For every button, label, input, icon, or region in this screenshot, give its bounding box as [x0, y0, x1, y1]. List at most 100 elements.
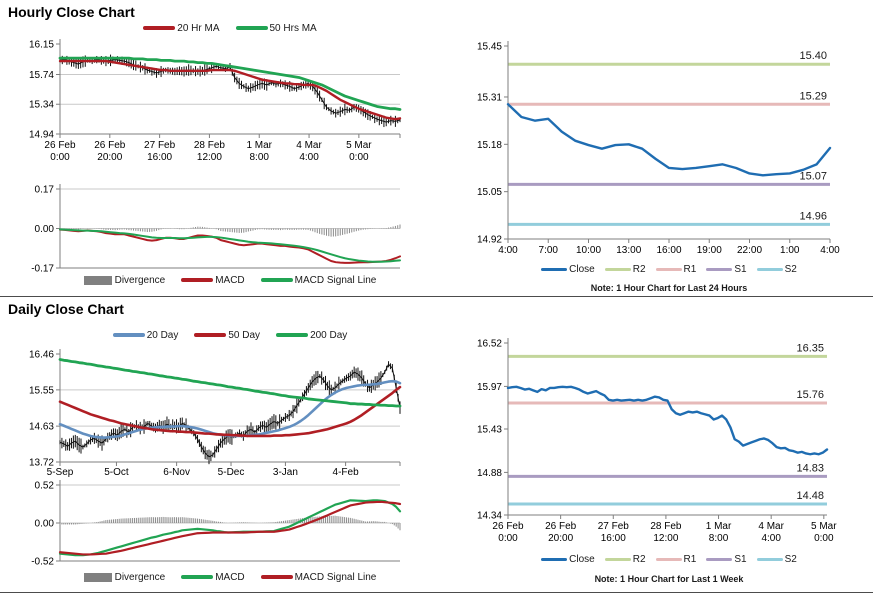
y-tick-label: 15.43 — [477, 425, 502, 436]
macd-swatch-icon — [181, 575, 214, 579]
x-tick-label: 5 Mar — [346, 140, 372, 151]
s1-legend-label: S1 — [734, 554, 747, 565]
y-tick-label: 16.15 — [29, 40, 54, 51]
x-tick-label: 26 Feb — [44, 140, 76, 151]
series-macd-signal — [58, 500, 402, 556]
close-swatch-icon — [541, 268, 568, 271]
intraday-note: Note: 1 Hour Chart for Last 24 Hours — [590, 283, 748, 293]
y-tick-label: 0.52 — [35, 481, 55, 492]
section-divider-bottom — [0, 592, 873, 593]
r2-swatch-icon — [604, 558, 631, 561]
divergence-swatch-icon — [83, 275, 112, 285]
x-tick-label: 20:00 — [548, 533, 573, 544]
macd-signal-legend-label: MACD Signal Line — [294, 571, 377, 583]
ma-20day-legend-label: 20 Day — [146, 329, 179, 341]
x-tick-label: 5-Dec — [218, 467, 245, 478]
x-tick-label: 0:00 — [349, 152, 369, 163]
x-tick-label: 7:00 — [539, 245, 559, 256]
level-label-R2: 15.40 — [799, 50, 827, 62]
s2-swatch-icon — [756, 268, 783, 271]
macd-signal-swatch-icon — [260, 278, 293, 282]
hourly-chart-legend: 20 Hr MA 50 Hrs MA — [60, 20, 400, 36]
x-tick-label: 0:00 — [50, 152, 70, 163]
legend-item-macd: MACD — [181, 571, 245, 583]
x-tick-label: 20:00 — [97, 152, 122, 163]
level-label-R1: 15.29 — [799, 90, 827, 102]
x-tick-label: 4-Feb — [333, 467, 360, 478]
legend-item-ma-50day: 50 Day — [194, 330, 260, 341]
daily-macd-legend: Divergence MACD MACD Signal Line — [60, 569, 400, 585]
legend-item-macd-signal: MACD Signal Line — [260, 571, 377, 583]
x-tick-label: 0:00 — [814, 533, 834, 544]
legend-item-ma-20day: 20 Day — [112, 329, 179, 341]
macd-signal-legend-label: MACD Signal Line — [294, 274, 377, 286]
series-close — [506, 103, 832, 177]
x-tick-label: 16:00 — [147, 152, 172, 163]
legend-item-ma-200day: 200 Day — [276, 330, 347, 341]
series-macd-signal — [59, 228, 401, 263]
y-tick-label: 14.94 — [29, 130, 54, 141]
x-tick-label: 26 Feb — [545, 521, 577, 532]
close-swatch-icon — [541, 558, 568, 561]
x-tick-label: 13:00 — [616, 245, 641, 256]
legend-item-r1: R1 — [655, 554, 696, 565]
legend-item-s1: S1 — [706, 554, 747, 565]
daily-chart-title: Daily Close Chart — [8, 301, 124, 317]
intraday-pivot-chart: 15.40 15.29 15.07 14.96 15.45 15.31 15.18 15.05… — [477, 41, 840, 256]
legend-item-macd-signal: MACD Signal Line — [260, 274, 377, 286]
series-ma-50day — [58, 385, 402, 438]
ma-20hr-swatch-icon — [143, 26, 176, 30]
macd-legend-label: MACD — [215, 274, 245, 286]
weekly-pivot-legend: Close R2 R1 S1 S2 — [508, 552, 830, 567]
series-macd — [58, 499, 402, 557]
ma-20hr-legend-label: 20 Hr MA — [177, 22, 220, 34]
series-ma-200day — [58, 358, 402, 408]
r1-swatch-icon — [655, 268, 682, 271]
y-tick-label: 15.18 — [477, 140, 502, 151]
level-label-S2: 14.48 — [796, 490, 824, 502]
ma-20day-swatch-icon — [112, 333, 145, 337]
hourly-macd-legend: Divergence MACD MACD Signal Line — [60, 272, 400, 288]
s2-swatch-icon — [756, 558, 783, 561]
y-tick-label: 15.31 — [477, 92, 502, 103]
level-label-R1: 15.76 — [796, 389, 824, 401]
legend-item-ma-50hr: 50 Hrs MA — [235, 23, 317, 34]
y-tick-label: 14.92 — [477, 235, 502, 246]
legend-item-divergence: Divergence — [83, 572, 165, 583]
hourly-macd-chart: 0.17 0.00 -0.17 — [31, 184, 401, 275]
y-tick-label: 14.63 — [29, 422, 54, 433]
x-tick-label: 0:00 — [498, 533, 518, 544]
x-tick-label: 1 Mar — [246, 140, 272, 151]
legend-item-s1: S1 — [706, 264, 747, 275]
y-tick-label: 14.34 — [477, 511, 502, 522]
x-tick-label: 5-Oct — [104, 467, 129, 478]
y-tick-label: 15.74 — [29, 70, 54, 81]
daily-close-chart: 16.46 15.55 14.63 13.725-Sep 5-Oct 6-Nov 5-Dec… — [29, 349, 402, 478]
macd-swatch-icon — [181, 278, 214, 282]
x-tick-label: 4:00 — [299, 152, 319, 163]
x-tick-label: 10:00 — [576, 245, 601, 256]
daily-chart-legend: 20 Day 50 Day 200 Day — [60, 327, 400, 343]
x-tick-label: 12:00 — [653, 533, 678, 544]
s1-swatch-icon — [706, 558, 733, 561]
y-tick-label: -0.17 — [31, 264, 54, 275]
macd-legend-label: MACD — [215, 571, 245, 583]
x-tick-label: 4 Mar — [758, 521, 784, 532]
x-tick-label: 22:00 — [737, 245, 762, 256]
x-tick-label: 4 Mar — [296, 140, 322, 151]
x-tick-label: 16:00 — [601, 533, 626, 544]
close-legend-label: Close — [569, 264, 595, 275]
ma-50day-swatch-icon — [194, 333, 227, 337]
legend-item-macd: MACD — [181, 274, 245, 286]
legend-item-close: Close — [541, 264, 595, 275]
y-tick-label: 15.55 — [29, 385, 54, 396]
legend-item-r1: R1 — [655, 264, 696, 275]
y-tick-label: 14.88 — [477, 468, 502, 479]
series-ma-20hr — [58, 59, 402, 121]
x-tick-label: 12:00 — [197, 152, 222, 163]
ma-200day-legend-label: 200 Day — [310, 329, 348, 341]
s1-swatch-icon — [706, 268, 733, 271]
x-tick-label: 28 Feb — [650, 521, 682, 532]
x-tick-label: 5-Sep — [47, 467, 74, 478]
